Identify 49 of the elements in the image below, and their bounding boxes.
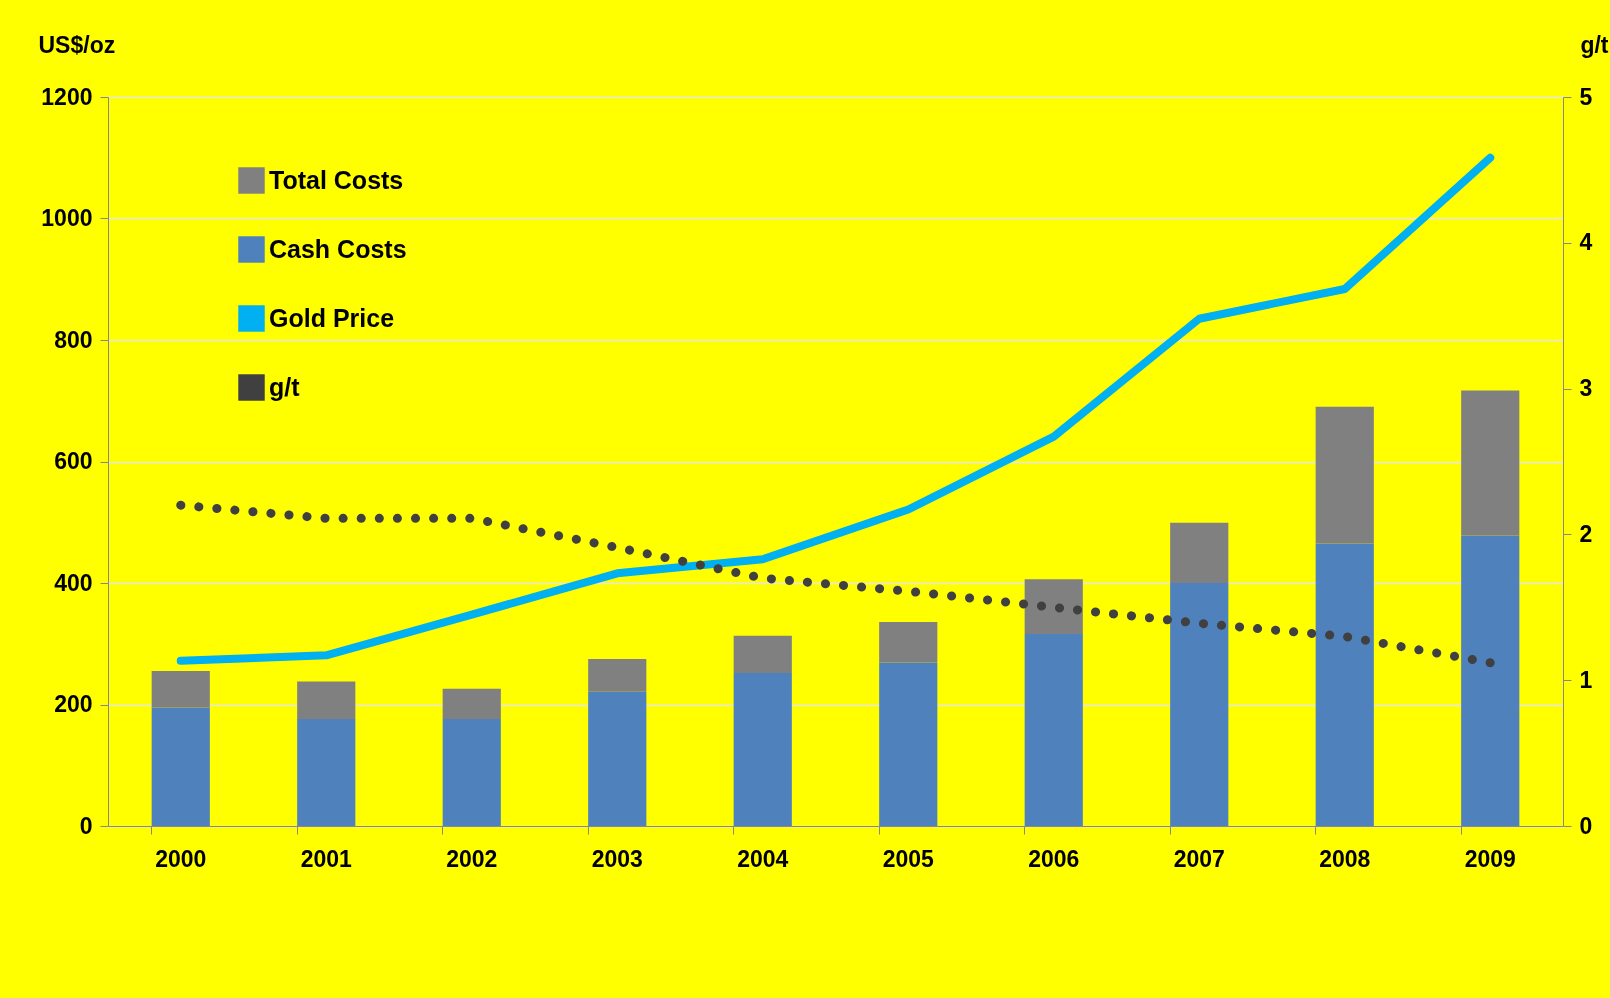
y2-tick-label: 2 <box>1579 520 1593 547</box>
bar <box>588 691 647 826</box>
bar <box>1170 583 1229 826</box>
bar <box>733 672 792 826</box>
legend-label: Cash Costs <box>269 234 407 263</box>
y2-tick-label: 0 <box>1579 812 1593 839</box>
legend-label: g/t <box>269 372 301 401</box>
x-tick-label: 2005 <box>882 845 935 872</box>
y-tick-label: 0 <box>79 812 93 839</box>
bar <box>1461 535 1520 826</box>
y-tick-label: 800 <box>54 326 93 353</box>
bar <box>297 719 356 826</box>
bar <box>1024 634 1083 826</box>
x-tick-label: 2003 <box>591 845 643 872</box>
bar <box>1315 406 1374 544</box>
x-tick-label: 2006 <box>1028 845 1080 872</box>
y-tick-label: 400 <box>54 569 93 596</box>
y-axis-title: US$/oz <box>38 31 116 58</box>
y-tick-label: 1200 <box>41 83 93 110</box>
y2-tick-label: 5 <box>1579 83 1593 110</box>
x-tick-label: 2008 <box>1319 845 1371 872</box>
bar <box>1170 522 1229 583</box>
bar <box>151 671 210 708</box>
bar <box>1315 543 1374 826</box>
bar <box>442 719 501 826</box>
bar <box>151 707 210 826</box>
bar <box>588 658 647 692</box>
legend-label: Gold Price <box>269 303 395 332</box>
bar <box>1461 390 1520 536</box>
y2-tick-label: 4 <box>1579 229 1593 256</box>
legend-label: Total Costs <box>269 165 404 194</box>
x-tick-label: 2009 <box>1464 845 1516 872</box>
y-tick-label: 600 <box>54 448 93 474</box>
x-tick-label: 2001 <box>300 845 353 872</box>
x-tick-label: 2004 <box>737 845 789 872</box>
y-tick-label: 1000 <box>41 205 93 231</box>
x-tick-label: 2007 <box>1173 845 1225 872</box>
x-tick-label: 2000 <box>155 845 207 872</box>
bar <box>879 662 938 826</box>
x-tick-label: 2002 <box>446 845 498 872</box>
bar <box>442 688 501 720</box>
bar <box>879 621 938 663</box>
bar <box>1024 579 1083 635</box>
bar <box>297 681 356 720</box>
y2-axis-title: g/t <box>1580 31 1609 58</box>
y2-tick-label: 3 <box>1579 375 1593 402</box>
bar <box>733 635 792 673</box>
y2-tick-label: 1 <box>1579 666 1593 693</box>
y-tick-label: 200 <box>54 691 93 717</box>
